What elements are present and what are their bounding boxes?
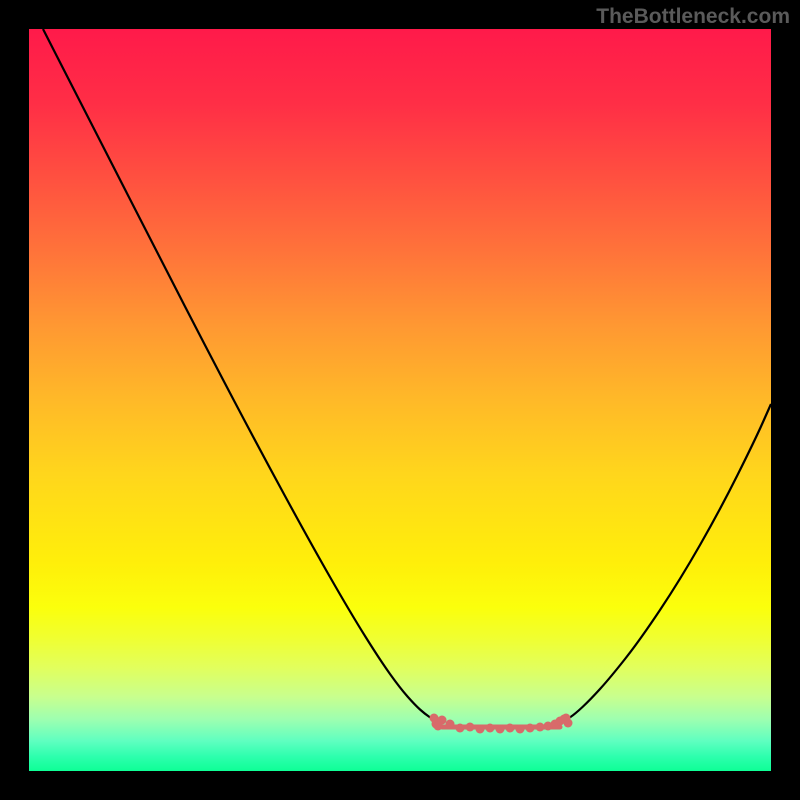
chart-container: TheBottleneck.com: [0, 0, 800, 800]
plot-area: [29, 29, 771, 771]
gradient-background: [29, 29, 771, 771]
watermark-text: TheBottleneck.com: [596, 5, 790, 29]
